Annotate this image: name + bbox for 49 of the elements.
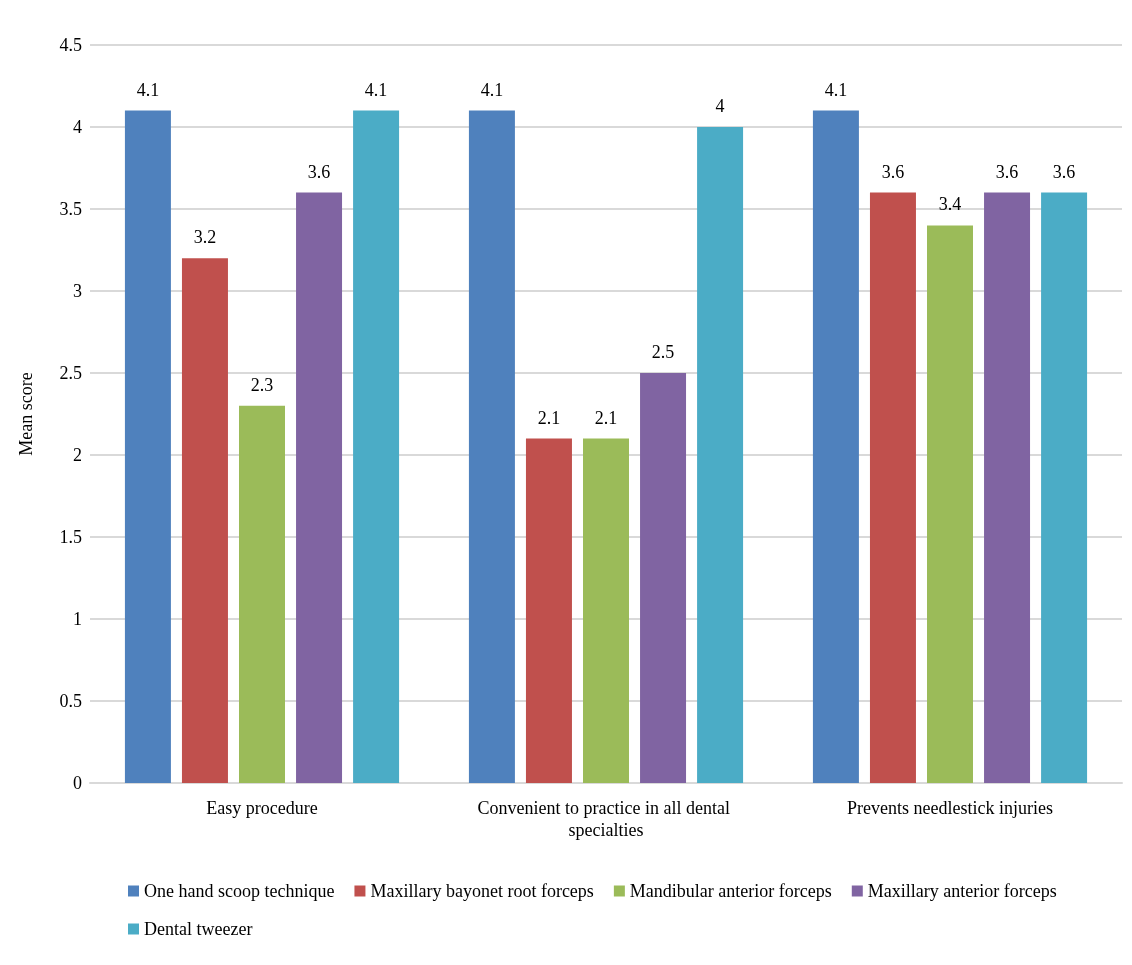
y-tick-label: 1 bbox=[73, 609, 82, 629]
data-label: 4.1 bbox=[824, 79, 848, 100]
bar bbox=[869, 192, 916, 783]
data-label: 2.3 bbox=[250, 374, 274, 395]
y-tick-label: 2 bbox=[73, 445, 82, 465]
legend-label: Maxillary anterior forceps bbox=[867, 881, 1057, 901]
y-tick-label: 3 bbox=[73, 281, 82, 301]
bar bbox=[984, 192, 1031, 783]
data-label: 3.4 bbox=[938, 194, 962, 215]
y-tick-label: 4.5 bbox=[59, 35, 82, 55]
data-label: 3.6 bbox=[995, 161, 1019, 182]
legend-label: Dental tweezer bbox=[144, 919, 253, 939]
bar bbox=[1041, 192, 1088, 783]
y-tick-label: 2.5 bbox=[59, 363, 82, 383]
bar bbox=[296, 192, 343, 783]
legend-label: One hand scoop technique bbox=[144, 881, 335, 901]
data-label: 2.1 bbox=[594, 407, 618, 428]
data-label: 3.6 bbox=[1052, 161, 1076, 182]
x-tick-label: Convenient to practice in all dental specialties bbox=[477, 798, 735, 840]
data-label: 4.1 bbox=[364, 79, 388, 100]
bar bbox=[640, 373, 687, 783]
legend-label: Maxillary bayonet root forceps bbox=[370, 881, 594, 901]
bar bbox=[124, 110, 171, 783]
y-tick-label: 4 bbox=[73, 117, 82, 137]
x-tick-label: Prevents needlestick injuries bbox=[847, 798, 1053, 818]
y-axis-title: Mean score bbox=[16, 372, 36, 456]
legend-label: Mandibular anterior forceps bbox=[629, 881, 832, 901]
bar bbox=[812, 110, 859, 783]
data-label: 2.1 bbox=[537, 407, 561, 428]
bar bbox=[239, 405, 285, 783]
y-tick-label: 3.5 bbox=[59, 199, 82, 219]
data-label: 4 bbox=[715, 96, 725, 116]
x-tick-label: Easy procedure bbox=[206, 798, 318, 818]
bar bbox=[468, 110, 515, 783]
data-label: 3.6 bbox=[307, 161, 331, 182]
bar bbox=[181, 258, 228, 783]
bar bbox=[927, 225, 973, 783]
data-label: 4.1 bbox=[136, 79, 160, 100]
data-label: 4.1 bbox=[480, 79, 504, 100]
data-label: 3.2 bbox=[193, 227, 217, 248]
data-label: 3.6 bbox=[881, 161, 905, 182]
y-tick-label: 1.5 bbox=[59, 527, 82, 547]
data-label: 2.5 bbox=[651, 342, 675, 362]
bar bbox=[353, 110, 400, 783]
bar bbox=[525, 438, 572, 783]
y-tick-label: 0.5 bbox=[59, 691, 82, 711]
bar bbox=[697, 127, 744, 783]
y-tick-label: 0 bbox=[73, 773, 82, 793]
bar bbox=[583, 438, 629, 783]
